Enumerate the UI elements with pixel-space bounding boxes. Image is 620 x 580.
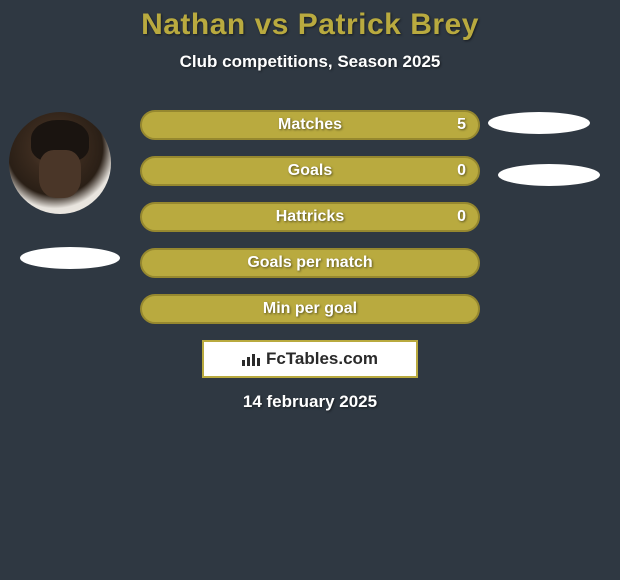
stat-label: Min per goal bbox=[142, 300, 478, 318]
stat-bars: Matches 5 Goals 0 Hattricks 0 Goals per … bbox=[140, 110, 480, 324]
brand-box: FcTables.com bbox=[202, 340, 418, 378]
main-container: Nathan vs Patrick Brey Club competitions… bbox=[0, 0, 620, 412]
player-right-shadow-ellipse-1 bbox=[488, 112, 590, 134]
stat-label: Hattricks bbox=[142, 208, 478, 226]
player-right-shadow-ellipse-2 bbox=[498, 164, 600, 186]
player-left-avatar bbox=[9, 112, 111, 214]
brand-label: FcTables.com bbox=[242, 349, 378, 369]
stats-area: Matches 5 Goals 0 Hattricks 0 Goals per … bbox=[0, 110, 620, 412]
stat-value-right: 0 bbox=[457, 162, 466, 180]
page-title: Nathan vs Patrick Brey bbox=[0, 8, 620, 42]
brand-text-value: FcTables.com bbox=[266, 349, 378, 369]
page-subtitle: Club competitions, Season 2025 bbox=[0, 52, 620, 72]
stat-bar-hattricks: Hattricks 0 bbox=[140, 202, 480, 232]
stat-value-right: 0 bbox=[457, 208, 466, 226]
stat-label: Goals per match bbox=[142, 254, 478, 272]
stat-bar-goals-per-match: Goals per match bbox=[140, 248, 480, 278]
stat-value-right: 5 bbox=[457, 116, 466, 134]
stat-bar-matches: Matches 5 bbox=[140, 110, 480, 140]
stat-label: Matches bbox=[142, 116, 478, 134]
stat-label: Goals bbox=[142, 162, 478, 180]
stat-bar-min-per-goal: Min per goal bbox=[140, 294, 480, 324]
player-left-shadow-ellipse bbox=[20, 247, 120, 269]
stat-bar-goals: Goals 0 bbox=[140, 156, 480, 186]
date-line: 14 february 2025 bbox=[0, 392, 620, 412]
bar-chart-icon bbox=[242, 352, 260, 366]
